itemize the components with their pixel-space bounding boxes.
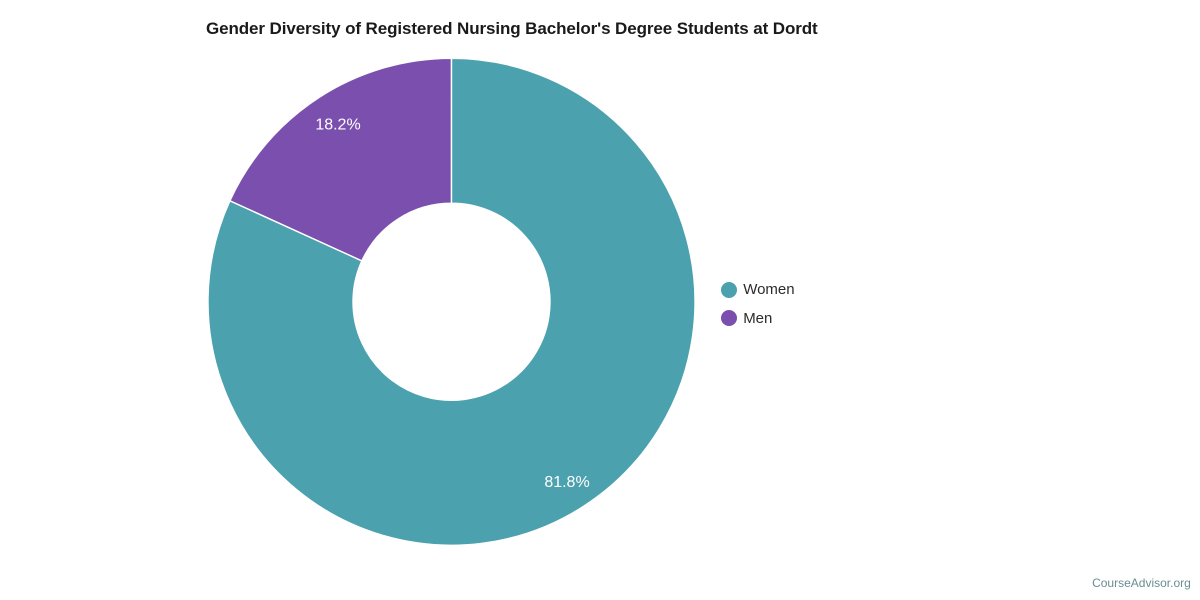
svg-text:81.8%: 81.8%: [544, 474, 589, 491]
svg-text:18.2%: 18.2%: [315, 117, 360, 134]
